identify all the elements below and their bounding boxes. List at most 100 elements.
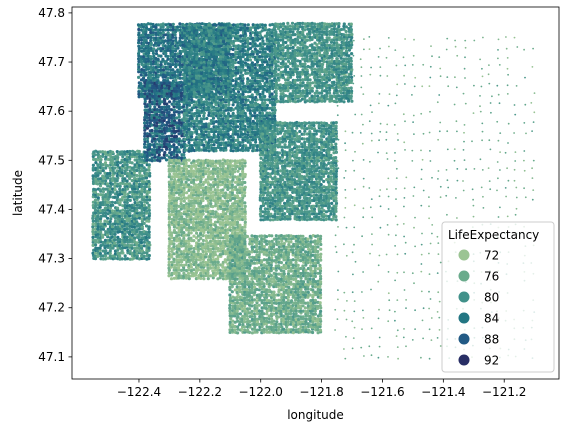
data-point [194,31,199,35]
data-point [108,174,112,178]
data-point [145,171,149,175]
data-point [116,160,120,164]
data-point [113,188,117,192]
data-point [229,87,233,91]
data-point [171,22,175,26]
data-point [91,251,95,255]
data-point [172,110,176,114]
data-point [167,110,171,115]
data-point [236,132,240,137]
data-point [148,243,152,247]
data-point [130,244,134,248]
data-point [184,273,188,277]
data-point [142,206,146,210]
data-point [158,97,162,101]
data-point [270,52,274,56]
data-point [209,247,213,251]
data-point [108,192,112,196]
data-point [151,73,155,77]
data-point [179,80,183,84]
data-point [199,87,203,91]
data-point [118,211,122,215]
data-point [149,46,153,50]
data-point [111,163,115,167]
data-point [167,155,171,159]
data-point [111,150,115,154]
data-point [207,87,211,91]
data-point [101,166,105,170]
data-point [248,109,252,113]
data-point [130,225,134,229]
data-point [166,28,170,32]
data-point [236,125,240,129]
data-point [130,174,134,178]
data-point [230,159,234,163]
data-point [125,168,129,172]
data-point [165,89,169,93]
data-point [143,195,147,199]
data-point [190,116,194,121]
data-point [167,274,171,278]
data-point [135,152,139,156]
data-point [118,246,123,250]
data-point [221,137,225,141]
data-point [260,45,265,49]
data-point [174,158,178,162]
data-point [101,193,105,197]
data-point [263,101,267,105]
data-point [231,111,235,116]
data-point [197,39,201,43]
data-point [98,219,102,223]
data-point [174,206,178,211]
data-point [140,246,144,250]
data-point [147,257,151,261]
data-point [91,227,95,231]
data-point [104,155,108,159]
data-point [202,143,206,147]
data-point [243,31,247,35]
data-point [128,190,132,194]
data-point [161,65,165,69]
data-point [146,57,150,61]
data-point [149,38,153,43]
data-point [96,232,100,236]
data-point [218,194,222,198]
data-point [98,150,102,154]
data-point [126,165,130,169]
data-point [108,222,112,226]
data-point [157,153,161,157]
data-point [145,121,149,125]
data-point [94,243,98,247]
data-point [145,153,149,157]
data-point [170,231,174,235]
data-point [123,198,127,202]
data-point [167,250,171,254]
data-point [98,160,102,164]
data-point [199,106,203,110]
data-point [187,71,192,75]
data-point [177,148,181,152]
data-point [211,23,216,27]
data-point [133,165,137,169]
data-point [120,217,124,221]
data-point [143,92,147,96]
data-point [243,87,247,91]
data-point [168,147,172,152]
data-point [164,51,168,55]
data-point [207,97,211,101]
data-point [126,187,130,191]
data-point [214,65,218,69]
data-point [94,238,98,242]
data-point [96,222,100,226]
data-point [103,257,108,261]
data-point [148,153,152,157]
data-point [125,172,129,176]
data-point [180,139,184,143]
data-point [211,73,215,77]
data-point [179,131,183,135]
data-point [213,177,217,181]
data-point [162,113,166,117]
data-point [195,47,199,51]
data-point [175,153,179,157]
data-point [148,116,152,120]
